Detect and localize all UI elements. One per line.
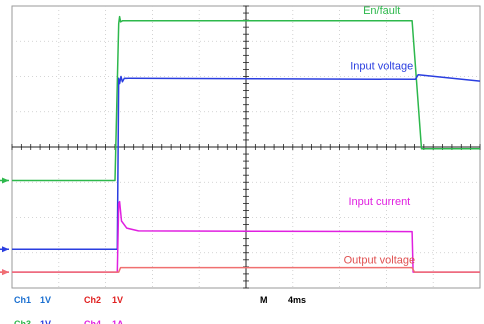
trace-input-current: [12, 200, 480, 273]
status-readout: 1V: [40, 295, 51, 305]
status-readout: Ch3: [14, 319, 31, 324]
annotation-label: Input voltage: [350, 60, 413, 72]
annotation-label: En/fault: [363, 5, 400, 17]
trace-output-voltage: [12, 266, 480, 273]
status-readout: 1V: [40, 319, 51, 324]
status-readout: Ch4: [84, 319, 101, 324]
status-readout: Ch2: [84, 295, 101, 305]
status-readout: M: [260, 295, 268, 305]
status-readout: Ch1: [14, 295, 31, 305]
waveform-traces: [12, 15, 481, 273]
annotation-label: Input current: [348, 196, 410, 208]
status-readout: 4ms: [288, 295, 306, 305]
channel-ground-markers: [0, 177, 9, 276]
trace-en-fault: [12, 15, 480, 182]
annotation-label: Output voltage: [344, 254, 416, 266]
status-readout: 1V: [112, 295, 123, 305]
graticule: [11, 5, 481, 289]
scope-status-bar: Ch1 1V Ch2 1V M 4ms Ch3 1V Ch4 1A: [14, 295, 306, 324]
trace-input-voltage: [12, 73, 481, 250]
status-readout: 1A: [112, 319, 124, 324]
trace-annotations: En/fault Input voltage Input current Output…: [344, 5, 416, 267]
